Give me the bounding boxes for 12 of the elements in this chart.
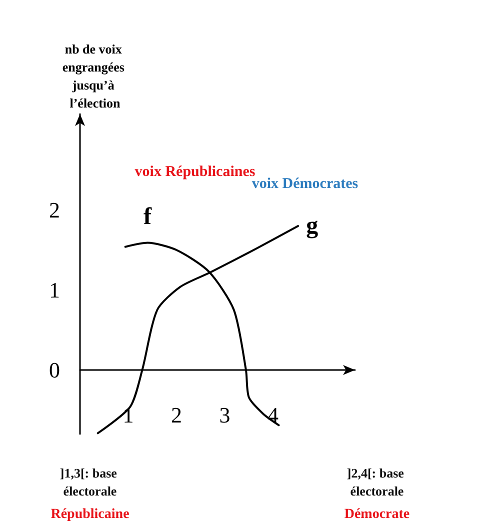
- y-axis-title: nb de voix engrangées jusqu’à l’élection: [62, 42, 128, 110]
- y-tick-label: 1: [49, 278, 60, 302]
- text: ]2,4[: base électorale: [346, 466, 408, 498]
- x-tick-label: 2: [170, 402, 182, 428]
- x-tick-label: 3: [219, 402, 230, 428]
- text: Républicaine: [50, 507, 130, 522]
- y-tick-label: 2: [49, 198, 60, 222]
- series-label: g: [306, 213, 318, 239]
- y-tick-label: 0: [49, 358, 60, 382]
- text: Démocrate: [344, 507, 410, 522]
- series-label: f: [144, 204, 153, 230]
- text: ]1,3[: base électorale: [60, 466, 120, 498]
